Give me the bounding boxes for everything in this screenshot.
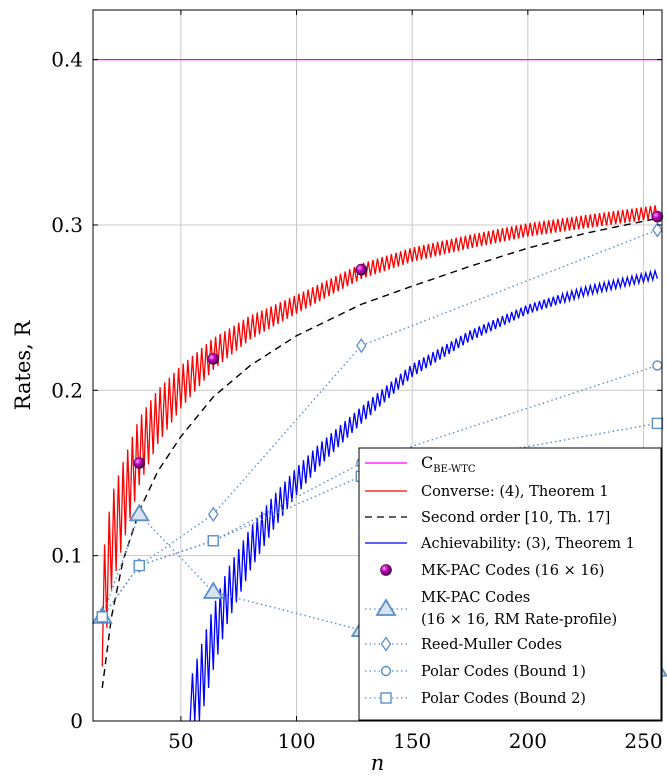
legend-marker [375,598,397,616]
legend-label: Second order [10, Th. 17] [421,510,610,526]
series-polar-codes-bound-2-point [651,417,664,430]
y-axis-label: Rates, R [11,320,35,411]
series-converse-4-theorem-1-line [101,205,659,667]
legend-label: Reed-Muller Codes [421,637,562,653]
series-reed-muller-codes-point [207,506,219,522]
legend-entry: Polar Codes (Bound 2) [365,691,586,707]
series-reed-muller-codes-point [652,222,663,238]
legend-label: Polar Codes (Bound 2) [421,691,586,707]
ticks: 50 100 150 200 250 0 0.1 0.2 0.3 0.4 [51,10,663,753]
legend-entry: MK-PAC Codes (16 × 16) [380,563,604,579]
x-tick-label: 150 [393,729,431,753]
x-axis-label: n [371,751,385,775]
y-tick-label: 0.4 [51,48,83,72]
series-polar-codes-bound-2-point [96,611,108,623]
legend-label: (16 × 16, RM Rate-profile) [421,612,617,628]
series-achievability-3-theorem-1-line [189,268,658,721]
y-tick-label: 0 [70,709,83,733]
legend-label: MK-PAC Codes [421,590,530,606]
x-tick-label: 200 [509,729,547,753]
series-mk-pac-codes-16-16-point [133,457,146,469]
x-tick-label: 250 [624,729,662,753]
series-mk-pac-codes-16-16-point [207,353,220,365]
legend-marker [380,665,392,677]
x-tick-label: 100 [277,729,315,753]
series-mk-pac-codes-16-16-rm-rate-profile-point [202,581,224,599]
legend-entry: Converse: (4), Theorem 1 [365,484,609,500]
legend-label: Converse: (4), Theorem 1 [421,484,609,500]
legend-entry: Achievability: (3), Theorem 1 [365,536,635,552]
legend-entry: MK-PAC Codes (16 × 16, RM Rate-profile) [365,590,617,628]
legend-label: Polar Codes (Bound 1) [421,664,586,680]
plot-frame [92,9,663,722]
legend-marker [380,636,392,652]
y-tick-label: 0.3 [51,213,83,237]
series-polar-codes-bound-1-point [652,360,663,371]
legend: CBE-WTC Converse: (4), Theorem 1 Second or… [358,447,662,721]
series-reed-muller-codes-point [356,338,367,354]
legend-entry: Second order [10, Th. 17] [365,510,610,526]
y-tick-label: 0.2 [51,378,83,402]
legend-label: CBE-WTC [421,453,476,475]
series-polar-codes-bound-2-point [133,559,145,572]
legend-label: MK-PAC Codes (16 × 16) [421,563,604,579]
y-tick-label: 0.1 [51,544,83,568]
legend-marker [380,564,392,576]
series-mk-pac-codes-16-16-point [355,263,368,276]
series-second-order-10-th-17-line [101,217,658,689]
series-mk-pac-codes-16-16-rm-rate-profile-point [128,503,150,522]
x-tick-label: 50 [168,729,193,753]
series-polar-codes-bound-2-point [207,535,219,547]
legend-entry: Polar Codes (Bound 1) [365,664,586,680]
legend-entry: CBE-WTC [365,453,476,475]
legend-entry: Reed-Muller Codes [365,636,562,653]
legend-label: Achievability: (3), Theorem 1 [420,536,635,552]
series-mk-pac-codes-16-16-point [651,210,664,223]
legend-marker [380,692,392,704]
legend-box [358,447,662,721]
